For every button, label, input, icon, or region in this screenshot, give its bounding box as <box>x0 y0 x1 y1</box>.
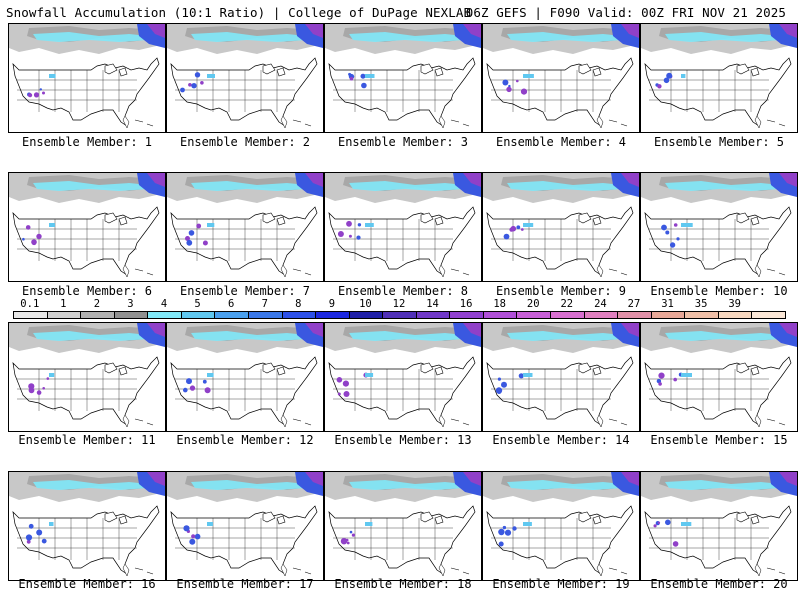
ensemble-member-label: Ensemble Member: 3 <box>337 135 469 149</box>
legend-value-label: 24 <box>594 298 607 310</box>
ensemble-member-label: Ensemble Member: 12 <box>176 433 314 447</box>
legend-value-label: 35 <box>694 298 708 310</box>
legend-swatch <box>617 311 652 319</box>
legend-swatch <box>550 311 585 319</box>
legend-value-label: 16 <box>459 298 473 310</box>
ensemble-map-panel <box>166 23 324 133</box>
legend-value-label: 27 <box>627 298 641 310</box>
legend-value-label: 10 <box>359 298 372 310</box>
ensemble-map-panel <box>8 471 166 581</box>
legend-swatch <box>281 311 317 319</box>
ensemble-map-panel <box>8 172 166 282</box>
ensemble-member-label: Ensemble Member: 14 <box>492 433 630 447</box>
legend-value-label: 4 <box>160 298 168 310</box>
ensemble-member-label: Ensemble Member: 19 <box>492 577 630 591</box>
ensemble-member-label: Ensemble Member: 16 <box>18 577 156 591</box>
legend-swatch <box>13 311 48 319</box>
legend-swatch <box>684 311 719 319</box>
ensemble-member-label: Ensemble Member: 6 <box>21 284 153 298</box>
legend-swatch <box>516 311 552 319</box>
ensemble-member-label: Ensemble Member: 17 <box>176 577 314 591</box>
legend-swatch <box>415 311 451 319</box>
legend-value-label: 12 <box>392 298 406 310</box>
legend-swatch <box>583 311 619 319</box>
snowfall-color-legend: 0.1 1 2 3 4 5 6 7 8 9 10 12 14 16 18 20 22 24 27 31 35 39 <box>13 298 786 320</box>
legend-swatch <box>46 311 82 319</box>
legend-value-label: 0.1 <box>20 298 40 310</box>
ensemble-map-panel <box>640 471 798 581</box>
ensemble-member-label: Ensemble Member: 5 <box>653 135 785 149</box>
legend-swatch <box>214 311 249 319</box>
ensemble-member-label: Ensemble Member: 18 <box>334 577 472 591</box>
ensemble-map-panel <box>324 471 482 581</box>
ensemble-member-label: Ensemble Member: 10 <box>650 284 788 298</box>
ensemble-member-label: Ensemble Member: 15 <box>650 433 788 447</box>
legend-value-label: 8 <box>295 298 302 310</box>
legend-swatch <box>751 311 786 319</box>
legend-swatch <box>180 311 216 319</box>
legend-value-label: 6 <box>228 298 235 310</box>
ensemble-map-panel <box>8 322 166 432</box>
legend-value-label: 3 <box>127 298 134 310</box>
chart-title: Snowfall Accumulation (10:1 Ratio) | Col… <box>6 5 472 20</box>
legend-value-label: 14 <box>426 298 439 310</box>
ensemble-map-panel <box>324 23 482 133</box>
ensemble-map-panel <box>640 23 798 133</box>
legend-value-label: 22 <box>560 298 574 310</box>
ensemble-member-label: Ensemble Member: 4 <box>495 135 627 149</box>
legend-swatch <box>147 311 182 319</box>
legend-swatch <box>113 311 149 319</box>
legend-value-label: 5 <box>194 298 201 310</box>
ensemble-map-panel <box>482 23 640 133</box>
ensemble-map-panel <box>166 471 324 581</box>
ensemble-map-panel <box>482 471 640 581</box>
ensemble-map-panel <box>640 172 798 282</box>
legend-swatch <box>650 311 686 319</box>
ensemble-map-panel <box>482 172 640 282</box>
ensemble-map-panel <box>166 172 324 282</box>
ensemble-member-label: Ensemble Member: 7 <box>179 284 311 298</box>
legend-swatch <box>717 311 753 319</box>
legend-swatch <box>315 311 350 319</box>
ensemble-map-panel <box>166 322 324 432</box>
legend-value-label: 31 <box>661 298 674 310</box>
legend-swatch <box>247 311 283 319</box>
ensemble-map-panel <box>8 23 166 133</box>
legend-value-label: 7 <box>261 298 268 310</box>
ensemble-member-label: Ensemble Member: 9 <box>495 284 627 298</box>
legend-swatch <box>482 311 518 319</box>
legend-value-label: 1 <box>60 298 67 310</box>
ensemble-member-label: Ensemble Member: 1 <box>21 135 153 149</box>
model-run-info: 06Z GEFS | F090 Valid: 00Z FRI NOV 21 20… <box>465 5 786 20</box>
ensemble-member-label: Ensemble Member: 11 <box>18 433 156 447</box>
ensemble-member-label: Ensemble Member: 8 <box>337 284 469 298</box>
legend-value-label: 39 <box>728 298 741 310</box>
legend-value-label: 20 <box>526 298 540 310</box>
ensemble-map-panel <box>640 322 798 432</box>
ensemble-map-panel <box>324 172 482 282</box>
legend-swatch <box>449 311 484 319</box>
ensemble-member-label: Ensemble Member: 20 <box>650 577 788 591</box>
ensemble-map-panel <box>324 322 482 432</box>
legend-swatch <box>382 311 417 319</box>
legend-value-label: 9 <box>328 298 336 310</box>
legend-value-label: 18 <box>493 298 507 310</box>
legend-swatch <box>80 311 115 319</box>
ensemble-map-panel <box>482 322 640 432</box>
ensemble-member-label: Ensemble Member: 13 <box>334 433 472 447</box>
ensemble-member-label: Ensemble Member: 2 <box>179 135 311 149</box>
legend-swatch <box>348 311 384 319</box>
legend-value-label: 2 <box>93 298 101 310</box>
